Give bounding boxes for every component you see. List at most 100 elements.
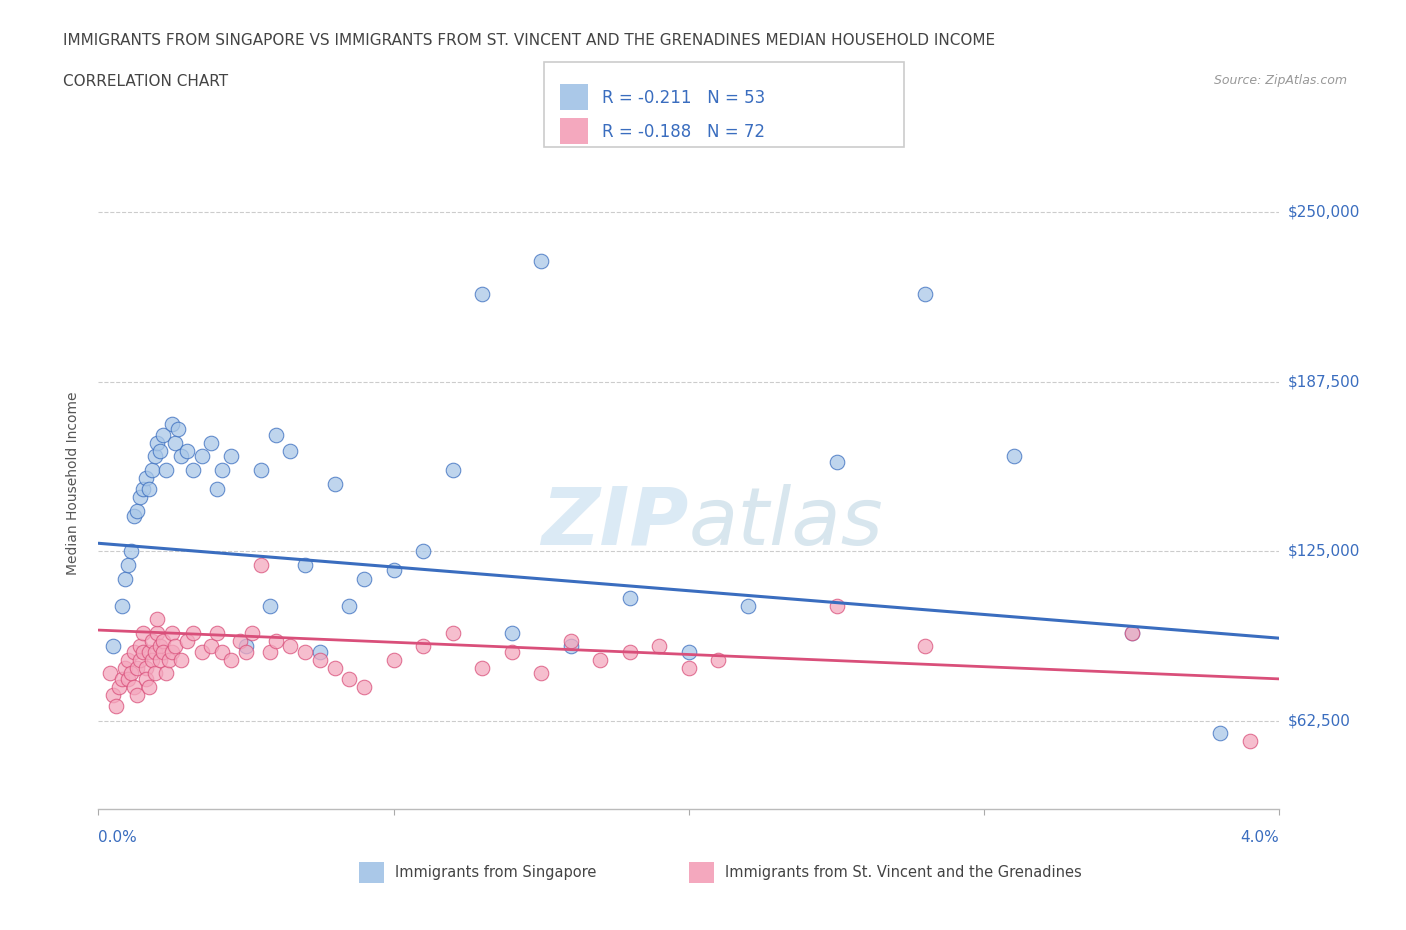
Point — [128, 639, 150, 654]
Text: Immigrants from Singapore: Immigrants from Singapore — [395, 865, 596, 880]
Point — [323, 660, 346, 675]
Point — [264, 633, 287, 648]
Point — [122, 644, 145, 659]
Point — [501, 644, 523, 659]
Point — [235, 644, 257, 659]
Point — [530, 254, 553, 269]
Point — [143, 666, 166, 681]
Point — [132, 625, 155, 640]
Point — [122, 509, 145, 524]
Point — [128, 490, 150, 505]
Text: 4.0%: 4.0% — [1240, 830, 1279, 844]
Point — [167, 422, 190, 437]
Point — [165, 435, 187, 450]
Point — [1002, 449, 1025, 464]
Point — [914, 639, 936, 654]
Point — [337, 671, 360, 686]
Point — [914, 286, 936, 301]
Text: R = -0.188   N = 72: R = -0.188 N = 72 — [602, 124, 765, 141]
Point — [181, 625, 204, 640]
Point — [200, 435, 222, 450]
Point — [707, 653, 730, 668]
Point — [135, 471, 157, 485]
Point — [135, 671, 157, 686]
Point — [412, 544, 434, 559]
Point — [170, 653, 193, 668]
Point — [117, 557, 139, 572]
Point — [125, 688, 148, 703]
Point — [128, 653, 150, 668]
Point — [122, 680, 145, 695]
Text: IMMIGRANTS FROM SINGAPORE VS IMMIGRANTS FROM ST. VINCENT AND THE GRENADINES MEDI: IMMIGRANTS FROM SINGAPORE VS IMMIGRANTS … — [63, 33, 995, 47]
Point — [278, 639, 301, 654]
Point — [162, 417, 183, 432]
Point — [619, 591, 641, 605]
Text: CORRELATION CHART: CORRELATION CHART — [63, 74, 228, 89]
Point — [120, 544, 142, 559]
Point — [382, 653, 405, 668]
Point — [471, 286, 494, 301]
Point — [219, 653, 242, 668]
Point — [149, 653, 172, 668]
Point — [152, 633, 174, 648]
Point — [103, 688, 125, 703]
Point — [250, 462, 273, 477]
Point — [353, 571, 375, 586]
Point — [259, 644, 281, 659]
Point — [412, 639, 434, 654]
Point — [825, 598, 848, 613]
Point — [353, 680, 375, 695]
Text: $187,500: $187,500 — [1288, 375, 1360, 390]
Point — [170, 449, 193, 464]
Text: ZIP: ZIP — [541, 484, 689, 562]
Point — [155, 666, 177, 681]
Point — [181, 462, 204, 477]
Text: $125,000: $125,000 — [1288, 544, 1360, 559]
Point — [737, 598, 759, 613]
Point — [278, 444, 301, 458]
Point — [678, 660, 700, 675]
Point — [149, 639, 172, 654]
Point — [120, 666, 142, 681]
Point — [98, 666, 121, 681]
Point — [211, 462, 233, 477]
Point — [259, 598, 281, 613]
Text: Source: ZipAtlas.com: Source: ZipAtlas.com — [1213, 74, 1347, 87]
Point — [200, 639, 222, 654]
Point — [211, 644, 233, 659]
Point — [308, 644, 332, 659]
Text: 0.0%: 0.0% — [98, 830, 138, 844]
Text: $250,000: $250,000 — [1288, 205, 1360, 219]
Point — [229, 633, 252, 648]
Point — [190, 644, 214, 659]
Text: R = -0.211   N = 53: R = -0.211 N = 53 — [602, 89, 765, 107]
Point — [152, 644, 174, 659]
Point — [1121, 625, 1143, 640]
Point — [176, 444, 198, 458]
Point — [114, 571, 136, 586]
Text: $62,500: $62,500 — [1288, 713, 1351, 728]
Point — [1239, 734, 1261, 749]
Point — [111, 598, 134, 613]
Point — [132, 482, 155, 497]
Point — [138, 482, 160, 497]
Point — [471, 660, 494, 675]
Point — [103, 639, 125, 654]
Point — [152, 427, 174, 442]
Point — [1121, 625, 1143, 640]
Point — [323, 476, 346, 491]
Point — [138, 644, 160, 659]
Point — [294, 557, 316, 572]
Point — [441, 462, 464, 477]
Point — [190, 449, 214, 464]
Point — [125, 660, 148, 675]
Point — [117, 653, 139, 668]
Point — [165, 639, 187, 654]
Point — [143, 644, 166, 659]
Point — [108, 680, 131, 695]
Point — [135, 660, 157, 675]
Point — [157, 653, 180, 668]
Point — [235, 639, 257, 654]
Point — [105, 698, 128, 713]
Point — [530, 666, 553, 681]
